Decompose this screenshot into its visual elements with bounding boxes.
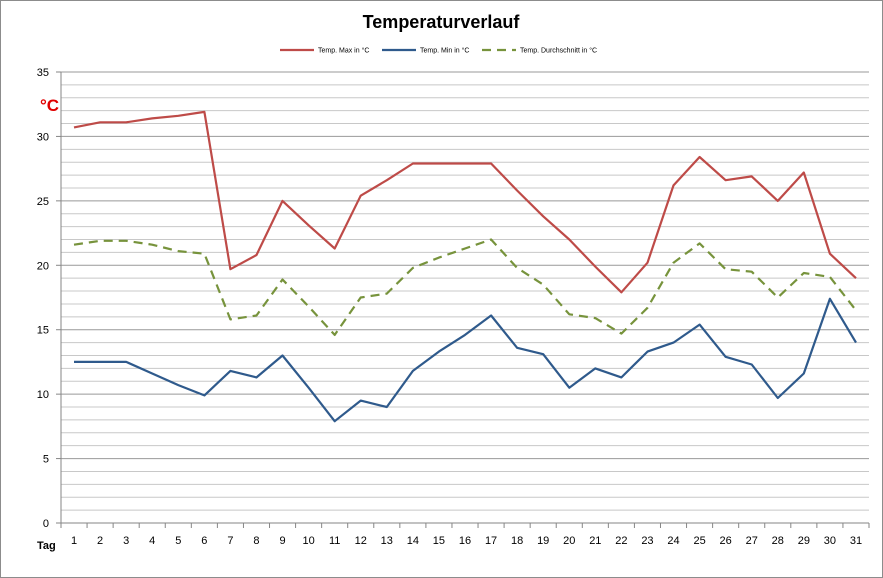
x-tick-label: 17 xyxy=(485,535,497,547)
x-tick-label: 21 xyxy=(589,535,601,547)
x-tick-label: 7 xyxy=(227,535,233,547)
legend-label: Temp. Durchschnitt in °C xyxy=(520,47,597,55)
x-axis-label: Tag xyxy=(37,540,56,552)
x-tick-label: 22 xyxy=(615,535,627,547)
y-tick-label: 20 xyxy=(37,260,49,272)
x-tick-label: 15 xyxy=(433,535,445,547)
x-tick-label: 8 xyxy=(253,535,259,547)
x-tick-label: 4 xyxy=(149,535,155,547)
x-tick-label: 27 xyxy=(746,535,758,547)
x-tick-label: 24 xyxy=(667,535,679,547)
x-tick-label: 19 xyxy=(537,535,549,547)
x-tick-label: 3 xyxy=(123,535,129,547)
chart-title: Temperaturverlauf xyxy=(363,12,521,32)
series-line-max xyxy=(73,110,857,294)
legend: Temp. Max in °C Temp. Min in °C Temp. Durc… xyxy=(280,47,597,55)
x-tick-label: 2 xyxy=(97,535,103,547)
x-tick-label: 31 xyxy=(850,535,862,547)
x-tick-label: 14 xyxy=(407,535,419,547)
y-tick-label: 10 xyxy=(37,389,49,401)
y-tick-label: 0 xyxy=(43,518,49,530)
x-tick-label: 16 xyxy=(459,535,471,547)
x-tick-label: 20 xyxy=(563,535,575,547)
series-line-durchschnitt xyxy=(73,238,857,336)
y-tick-label: 25 xyxy=(37,196,49,208)
x-tick-label: 30 xyxy=(824,535,836,547)
x-tick-label: 23 xyxy=(641,535,653,547)
legend-label: Temp. Max in °C xyxy=(318,47,369,55)
y-axis-label: °C xyxy=(40,96,59,115)
x-tick-label: 6 xyxy=(201,535,207,547)
x-tick-label: 26 xyxy=(720,535,732,547)
x-tick-label: 12 xyxy=(355,535,367,547)
x-tick-label: 25 xyxy=(693,535,705,547)
x-tick-label: 28 xyxy=(772,535,784,547)
x-tick-label: 18 xyxy=(511,535,523,547)
y-tick-label: 30 xyxy=(37,131,49,143)
legend-label: Temp. Min in °C xyxy=(420,47,469,55)
x-tick-label: 29 xyxy=(798,535,810,547)
x-tick-label: 5 xyxy=(175,535,181,547)
x-tick-label: 9 xyxy=(279,535,285,547)
x-tick-label: 1 xyxy=(71,535,77,547)
x-tick-label: 10 xyxy=(302,535,314,547)
y-tick-label: 5 xyxy=(43,454,49,466)
series-line-min xyxy=(74,297,857,423)
x-tick-label: 11 xyxy=(329,535,340,547)
y-tick-label: 35 xyxy=(37,67,49,79)
y-tick-label: 15 xyxy=(37,325,49,337)
x-tick-label: 13 xyxy=(381,535,393,547)
